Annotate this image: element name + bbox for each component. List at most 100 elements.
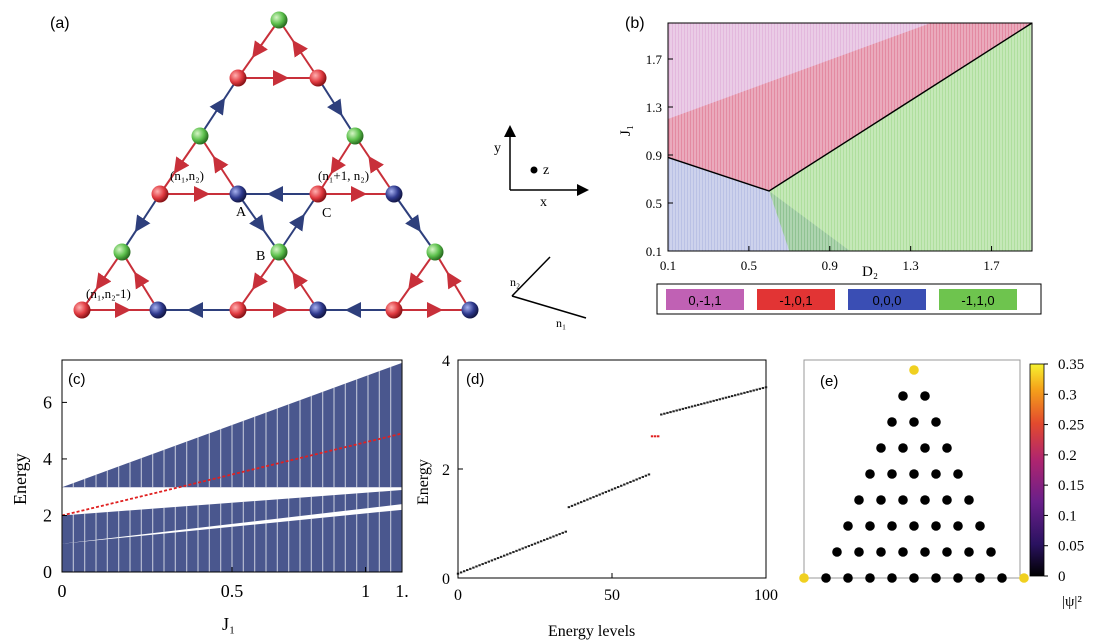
- energy-level-point: [524, 546, 527, 549]
- legend-frame: [656, 283, 1042, 315]
- energy-level-point: [509, 552, 512, 555]
- energy-level-point: [690, 405, 694, 408]
- ytick-label: 1.3: [646, 100, 662, 115]
- site-dot: [964, 495, 974, 505]
- colorbar: [1029, 363, 1045, 577]
- site-dot: [953, 469, 963, 479]
- site-dot: [876, 443, 886, 453]
- energy-level-point: [629, 480, 632, 483]
- energy-level-point: [573, 503, 577, 506]
- energy-level-point: [675, 409, 678, 412]
- legend-label: -1,0,1: [779, 293, 812, 308]
- energy-level-point: [601, 492, 604, 495]
- energy-level-point: [641, 475, 644, 478]
- energy-level-point: [552, 535, 555, 538]
- axis-z-label: z: [543, 163, 549, 178]
- spectrum-ticks: 0 0.5 1 1. 0 2 4 6: [43, 392, 409, 601]
- energy-level-point: [555, 534, 558, 537]
- site-dot: [931, 469, 941, 479]
- xtick-label: 1.7: [983, 258, 1000, 273]
- bond-arrow: [446, 271, 462, 290]
- energy-level-point: [539, 540, 543, 543]
- energy-level-point: [660, 413, 663, 416]
- energy-level-point: [663, 412, 666, 415]
- energy-level-point: [546, 537, 549, 540]
- colorbar-tick-label: 0.25: [1058, 418, 1084, 434]
- energy-level-point: [583, 499, 586, 502]
- site-dot: [887, 469, 897, 479]
- energy-level-point: [620, 484, 623, 487]
- lattice-site: [385, 301, 403, 319]
- energy-level-point: [706, 401, 709, 404]
- site-dot: [876, 547, 886, 557]
- energy-level-point: [499, 555, 503, 558]
- axis-x-label: x: [540, 195, 547, 210]
- colorbar-tick-label: 0.15: [1058, 478, 1084, 494]
- energy-level-point: [598, 493, 601, 496]
- bond-arrow: [330, 156, 346, 175]
- ytick-label: 0: [43, 562, 52, 582]
- site-label-c: C: [322, 206, 331, 221]
- levels-ticks: 0 50 100 0 2 4: [442, 353, 778, 604]
- panel-e-label: (e): [820, 373, 838, 390]
- colorbar-label: |ψ|²: [1062, 594, 1082, 610]
- site-label-a: A: [236, 205, 247, 220]
- site-dot: [920, 443, 930, 453]
- energy-level-point: [737, 393, 740, 396]
- bond-arrow: [368, 155, 384, 174]
- site-dot: [898, 443, 908, 453]
- ytick-label: 4: [442, 353, 450, 370]
- site-dot: [865, 521, 875, 531]
- energy-level-point: [549, 536, 552, 539]
- xtick-label: 0.5: [221, 581, 244, 601]
- lattice-site: [73, 301, 91, 319]
- energy-level-point: [740, 392, 743, 395]
- energy-level-point: [703, 402, 706, 405]
- xtick-label: 0.9: [822, 258, 838, 273]
- energy-level-point: [724, 396, 728, 399]
- spectrum-ylabel: Energy: [10, 453, 30, 505]
- xtick-label: 0: [454, 587, 462, 604]
- energy-level-point: [749, 390, 752, 393]
- energy-level-point: [536, 541, 540, 544]
- energy-level-point: [487, 560, 490, 563]
- cell-label-n1plus1-n2: (n₁+1, n₂): [318, 168, 369, 183]
- energy-level-point: [580, 501, 583, 504]
- energy-level-point: [469, 567, 472, 570]
- levels-xlabel: Energy levels: [548, 623, 635, 640]
- energy-level-point: [472, 566, 475, 569]
- panel-e: (e) 0.35 0.3 0.25 0.2 0.15 0.1 0.05 0 |ψ|²: [799, 357, 1084, 610]
- ytick-label: 2: [43, 505, 52, 525]
- energy-level-point: [564, 530, 567, 533]
- site-dot: [986, 547, 996, 557]
- site-dot-top: [909, 365, 919, 375]
- site-dot: [931, 417, 941, 427]
- bond-arrow: [292, 39, 308, 58]
- energy-level-point: [626, 482, 629, 485]
- panel-d-label: (d): [466, 371, 484, 388]
- xtick-label: 1.: [395, 581, 409, 601]
- lattice-site: [229, 185, 247, 203]
- site-dot: [909, 469, 919, 479]
- wavefunction-frame: [803, 359, 1021, 579]
- region-minus1,1,0: [769, 23, 1032, 251]
- wavefunction-sites: [799, 365, 1029, 583]
- energy-levels-plot: [456, 386, 768, 575]
- energy-level-point: [632, 479, 635, 482]
- ytick-label: 0.1: [646, 244, 662, 259]
- legend-swatch: [666, 289, 744, 310]
- site-dot: [920, 391, 930, 401]
- panel-c-label: (c): [68, 371, 86, 388]
- energy-level-point: [586, 498, 589, 501]
- panel-d: (d) 0 50 100 0 2 4 Energy levels Energy: [415, 353, 778, 640]
- energy-level-point: [616, 486, 620, 489]
- energy-level-point: [715, 399, 718, 402]
- energy-level-point: [700, 403, 703, 406]
- site-dot: [898, 495, 908, 505]
- energy-level-point: [734, 394, 737, 397]
- energy-level-point: [693, 404, 697, 407]
- energy-level-point: [709, 400, 712, 403]
- edge-state-line: [61, 432, 403, 517]
- energy-level-point: [567, 506, 571, 509]
- site-dot: [843, 573, 853, 583]
